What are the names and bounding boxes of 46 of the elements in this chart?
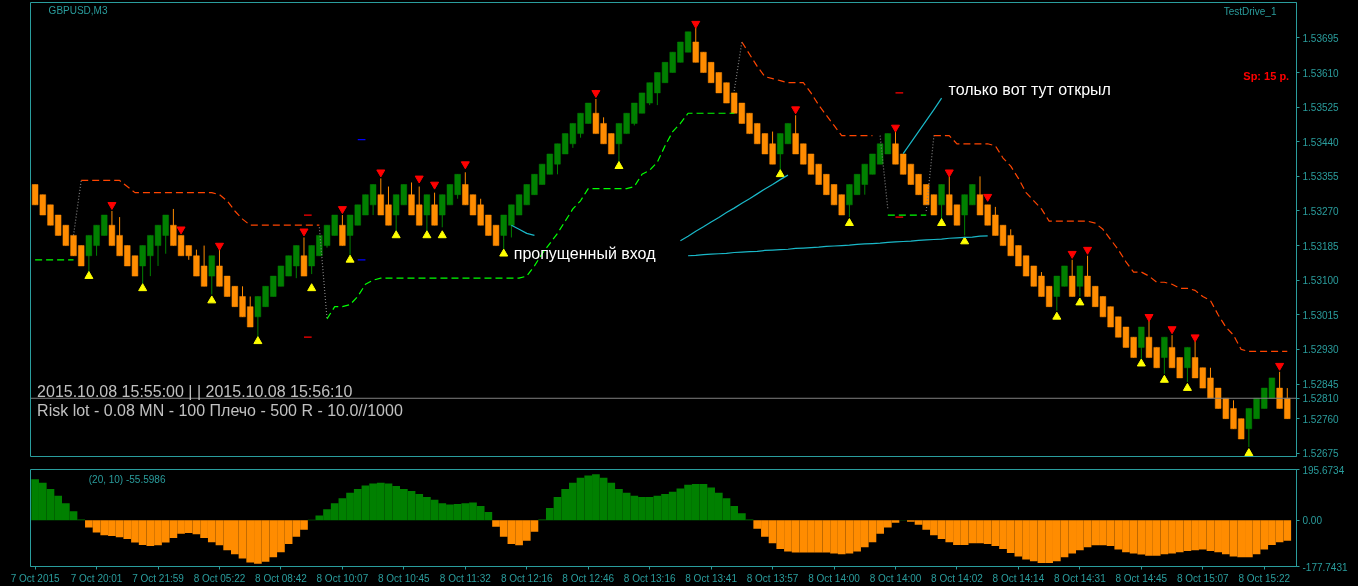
ref-line-label: 1.52810	[1302, 393, 1340, 405]
annotation: Risk lot - 0.08 MN - 100 Плечо - 500 R - 10.0//1000	[37, 401, 403, 419]
annotation: 2015.10.08 15:55:00 | | 2015.10.08 15:56:10	[37, 382, 353, 400]
y-tick-label: 0.00	[1302, 515, 1323, 527]
x-tick-label: 8 Oct 14:02	[931, 572, 984, 584]
x-tick-label: 8 Oct 14:31	[1054, 572, 1107, 584]
x-tick-label: 7 Oct 20:01	[70, 572, 123, 584]
x-tick-label: 8 Oct 08:42	[255, 572, 308, 584]
x-tick-label: 8 Oct 14:00	[808, 572, 861, 584]
y-tick-label: 1.52675	[1302, 448, 1340, 460]
chart-title: (20, 10) -55.5986	[88, 473, 166, 485]
y-tick-label: 1.53185	[1302, 240, 1340, 252]
y-tick-label: 1.53440	[1302, 136, 1340, 148]
x-tick-label: 8 Oct 13:41	[685, 572, 738, 584]
y-tick-label: 1.53100	[1302, 275, 1340, 287]
x-tick-label: 8 Oct 12:16	[500, 572, 554, 584]
y-tick-label: 1.52930	[1302, 344, 1340, 356]
x-tick-label: 8 Oct 14:14	[992, 572, 1045, 584]
x-tick-label: 8 Oct 05:22	[193, 572, 246, 584]
y-tick-label: 1.52845	[1302, 379, 1340, 391]
x-tick-label: 8 Oct 15:07	[1176, 572, 1230, 584]
x-tick-label: 8 Oct 15:22	[1238, 572, 1291, 584]
y-tick-label: 1.53525	[1302, 102, 1340, 114]
x-tick-label: 7 Oct 2015	[10, 572, 61, 584]
chart-title: GBPUSD,M3	[48, 4, 108, 16]
x-tick-label: 8 Oct 14:45	[1115, 572, 1168, 584]
x-tick-label: 8 Oct 13:16	[623, 572, 676, 584]
x-tick-label: 7 Oct 21:59	[132, 572, 185, 584]
y-tick-label: 1.53695	[1302, 32, 1340, 44]
y-tick-label: 1.53610	[1302, 67, 1340, 79]
x-tick-label: 8 Oct 10:07	[316, 572, 369, 584]
x-tick-label: 8 Oct 10:45	[378, 572, 431, 584]
x-tick-label: 8 Oct 14:00	[869, 572, 922, 584]
y-tick-label: 1.52760	[1302, 413, 1340, 425]
y-tick-label: 1.53355	[1302, 171, 1340, 183]
y-tick-label: 1.53270	[1302, 205, 1340, 217]
x-tick-label: 8 Oct 11:32	[439, 572, 492, 584]
x-tick-label: 8 Oct 12:46	[562, 572, 615, 584]
annotation: TestDrive_1	[1223, 5, 1277, 17]
y-tick-label: 195.6734	[1302, 464, 1345, 476]
annotation: Sp: 15 p.	[1243, 69, 1290, 82]
annotation: только вот тут открыл	[948, 81, 1111, 99]
annotation: пропущенный вход	[513, 245, 657, 263]
y-tick-label: 1.53015	[1302, 309, 1340, 321]
y-tick-label: -177.7431	[1302, 561, 1348, 573]
x-tick-label: 8 Oct 13:57	[746, 572, 799, 584]
